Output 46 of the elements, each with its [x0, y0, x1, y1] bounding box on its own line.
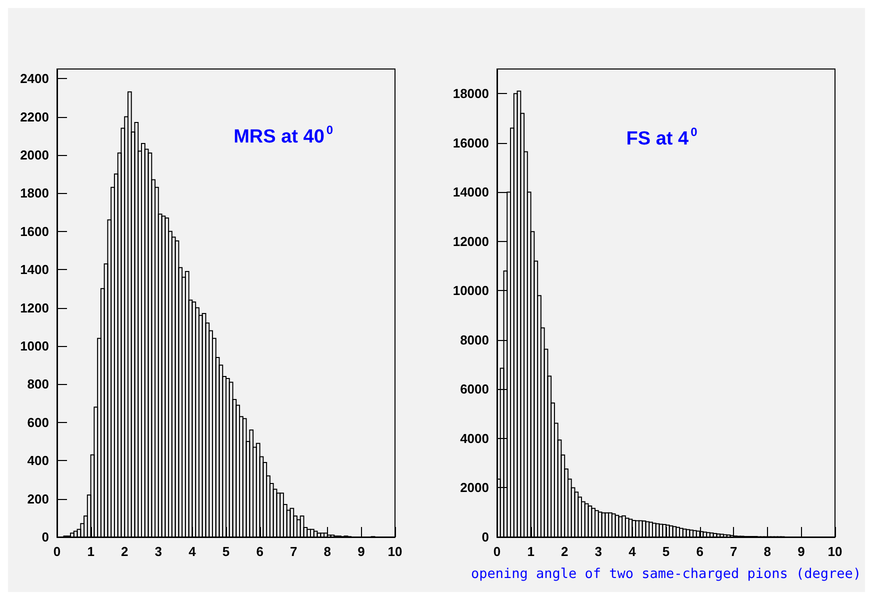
y-tick-label: 1000 [20, 338, 49, 354]
y-tick-label: 10000 [452, 283, 489, 298]
y-tick-label: 8000 [460, 332, 489, 348]
y-tick-label: 1400 [20, 262, 49, 278]
x-tick-label: 8 [324, 544, 332, 559]
y-tick-label: 0 [42, 530, 49, 544]
x-tick-label: 1 [527, 544, 534, 559]
x-tick-label: 1 [87, 544, 94, 559]
y-tick-label: 12000 [452, 234, 489, 249]
y-tick-label: 600 [27, 414, 49, 430]
x-tick-label: 4 [628, 544, 637, 559]
y-tick-label: 200 [27, 491, 49, 506]
x-axis-title: opening angle of two same-charged pions (degree) [470, 566, 862, 582]
y-tick-label: 1600 [20, 224, 49, 239]
x-tick-label: 3 [594, 544, 602, 559]
y-tick-label: 0 [482, 530, 489, 544]
x-tick-label: 10 [388, 544, 402, 559]
y-tick-label: 6000 [460, 382, 489, 397]
x-tick-label: 5 [662, 544, 670, 559]
x-tick-label: 5 [222, 544, 230, 559]
y-tick-label: 16000 [452, 135, 489, 150]
x-tick-label: 8 [764, 544, 772, 559]
y-tick-label: 1800 [20, 186, 49, 201]
x-tick-label: 4 [188, 544, 197, 559]
y-tick-label: 800 [27, 376, 49, 392]
x-tick-label: 9 [798, 544, 805, 559]
x-tick-label: 9 [358, 544, 365, 559]
x-tick-label: 7 [290, 544, 298, 559]
y-tick-label: 400 [27, 453, 49, 468]
y-tick-label: 4000 [460, 430, 489, 446]
x-tick-label: 2 [560, 544, 568, 559]
y-tick-label: 2000 [20, 147, 49, 162]
y-tick-label: 2000 [460, 480, 489, 496]
y-tick-label: 2400 [20, 71, 49, 86]
x-tick-label: 2 [120, 544, 128, 559]
x-tick-label: 7 [730, 544, 738, 559]
y-tick-label: 2200 [20, 109, 49, 124]
x-tick-label: 6 [696, 544, 704, 559]
x-tick-label: 0 [53, 544, 61, 559]
x-tick-label: 3 [154, 544, 162, 559]
y-tick-label: 14000 [452, 184, 489, 200]
x-tick-label: 6 [256, 544, 264, 559]
y-tick-label: 18000 [452, 86, 489, 102]
x-tick-label: 10 [828, 544, 842, 559]
x-tick-label: 0 [493, 544, 501, 559]
y-tick-label: 1200 [20, 300, 49, 316]
